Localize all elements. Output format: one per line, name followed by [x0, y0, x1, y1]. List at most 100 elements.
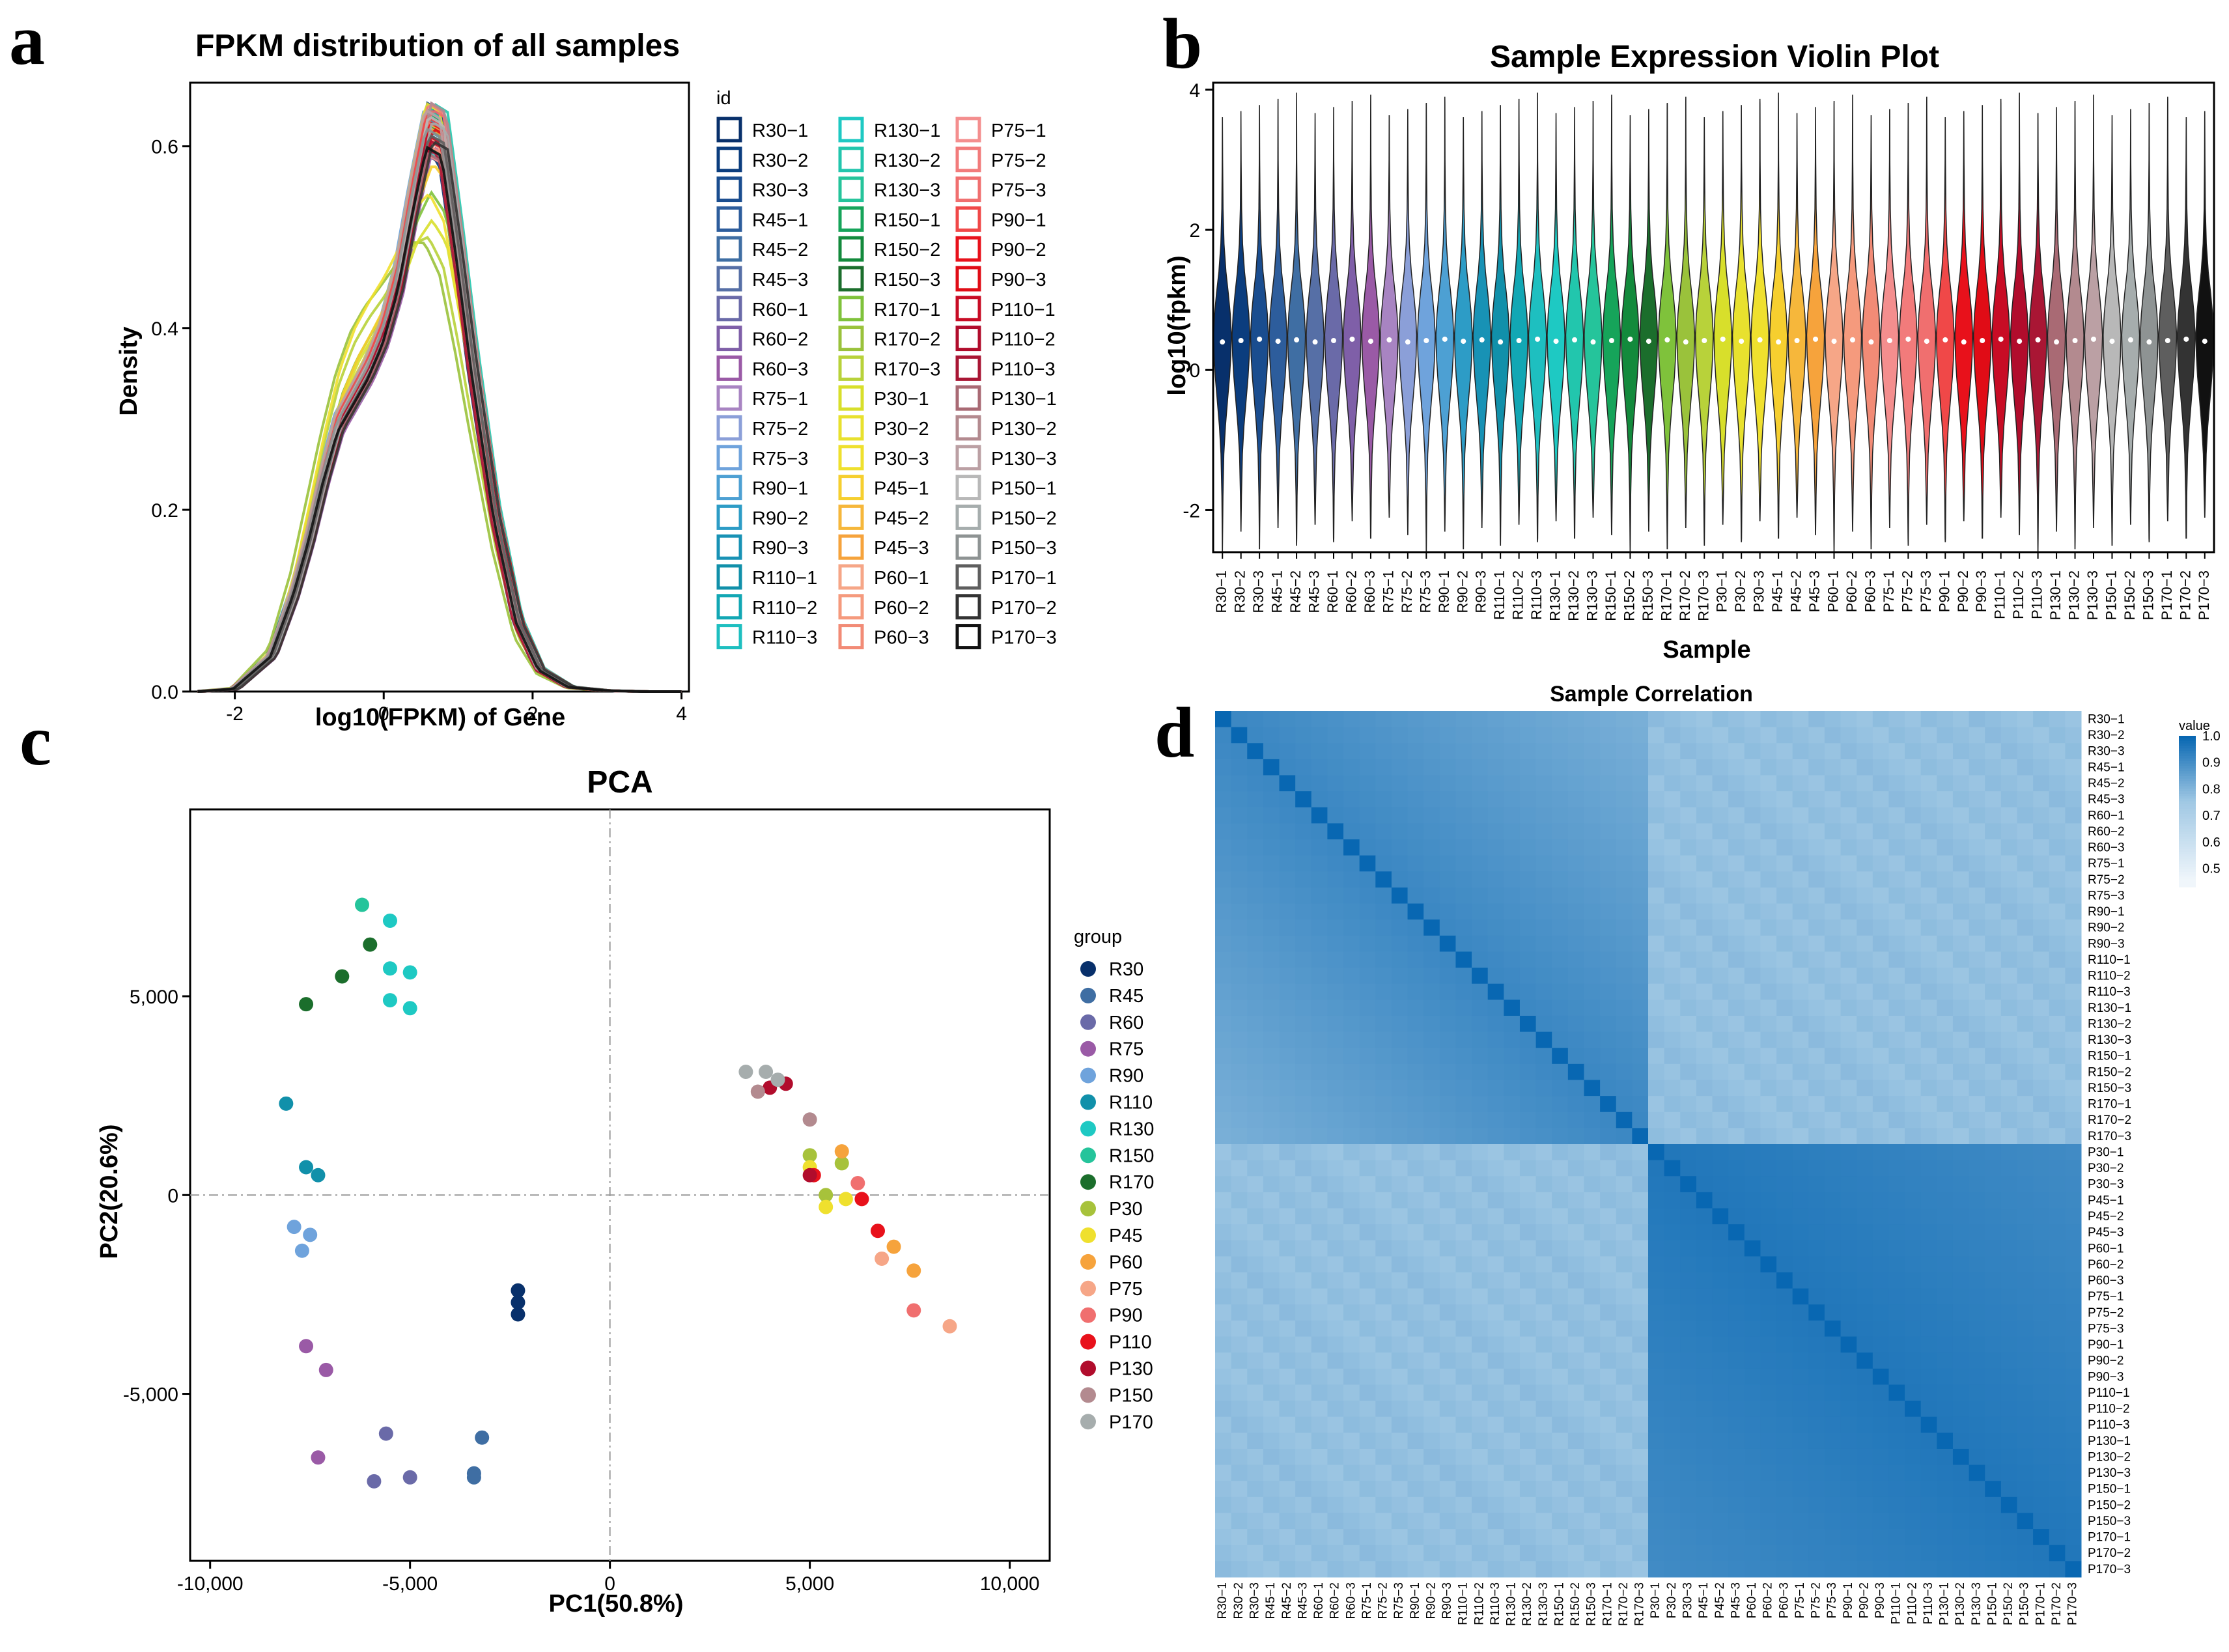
heatmap-cell	[1632, 855, 1649, 872]
violin-xtick-label: P30−1	[1714, 570, 1730, 612]
heatmap-cell	[1407, 1561, 1424, 1578]
heatmap-cell	[1519, 759, 1537, 776]
heatmap-cell	[1744, 871, 1761, 888]
heatmap-cell	[1792, 711, 1809, 728]
heatmap-cell	[1279, 759, 1296, 776]
density-legend-label: R30−3	[752, 180, 808, 201]
heatmap-cell	[1808, 983, 1825, 1000]
density-legend-label: R30−2	[752, 150, 808, 171]
violin-median-point	[2127, 337, 2133, 343]
heatmap-cell	[1808, 1015, 1825, 1033]
heatmap-cell	[1632, 1240, 1649, 1257]
heatmap-cell	[1969, 1561, 1985, 1578]
density-curve-41	[197, 121, 682, 693]
pca-legend-key	[1080, 1174, 1096, 1190]
heatmap-cell	[1584, 1336, 1601, 1353]
heatmap-cell	[2033, 727, 2050, 744]
heatmap-cell	[1857, 775, 1873, 792]
pca-legend-label: P90	[1109, 1306, 1143, 1326]
heatmap-cell	[1985, 903, 2002, 920]
violin-8	[1343, 100, 1362, 522]
heatmap-cell	[1472, 1208, 1489, 1225]
heatmap-cell	[2065, 1561, 2082, 1578]
density-legend-label: R130−1	[874, 120, 940, 141]
heatmap-cell	[1552, 1176, 1569, 1193]
heatmap-cell	[1857, 1000, 1873, 1016]
heatmap-cell	[1776, 1000, 1793, 1016]
heatmap-cell	[1616, 1048, 1633, 1065]
heatmap-cell	[1952, 1304, 1970, 1321]
heatmap-cell	[1567, 775, 1584, 792]
heatmap-cell	[1744, 1272, 1761, 1289]
heatmap-cell	[1407, 1513, 1424, 1530]
heatmap-cell	[1808, 1160, 1825, 1177]
heatmap-cell	[1985, 1481, 2002, 1498]
heatmap-cell	[1263, 983, 1280, 1000]
heatmap-cell	[1215, 1096, 1232, 1113]
heatmap-cell	[1808, 1176, 1825, 1193]
violin-28	[1713, 111, 1733, 525]
heatmap-cell	[1552, 1160, 1569, 1177]
heatmap-cell	[1263, 823, 1280, 840]
heatmap-cell	[1519, 823, 1537, 840]
heatmap-cell	[1952, 1031, 1970, 1048]
heatmap-cell	[1648, 1272, 1665, 1289]
heatmap-cell	[1327, 1416, 1344, 1433]
heatmap-cell	[1215, 951, 1232, 968]
heatmap-cell	[1231, 935, 1248, 952]
heatmap-cell	[1696, 839, 1713, 856]
heatmap-cell	[1744, 951, 1761, 968]
heatmap-colorbar-segment	[2179, 839, 2196, 842]
heatmap-cell	[1616, 1513, 1633, 1530]
heatmap-title: Sample Correlation	[1550, 682, 1753, 707]
heatmap-colorbar-segment	[2179, 869, 2196, 873]
heatmap-cell	[1375, 1368, 1392, 1385]
heatmap-cell	[1279, 1272, 1296, 1289]
heatmap-cell	[1327, 791, 1344, 808]
heatmap-colorbar-segment	[2179, 876, 2196, 880]
heatmap-cell	[1888, 1000, 1905, 1016]
heatmap-cell	[2065, 823, 2082, 840]
heatmap-cell	[2017, 1529, 2034, 1546]
heatmap-cell	[1295, 1240, 1312, 1257]
density-legend-label: R110−2	[752, 598, 817, 619]
heatmap-cell	[1247, 1144, 1264, 1161]
heatmap-cell	[1872, 1481, 1889, 1498]
heatmap-cell	[1327, 1481, 1344, 1498]
heatmap-cell	[1552, 1063, 1569, 1080]
heatmap-cell	[1872, 903, 1889, 920]
heatmap-cell	[1247, 1416, 1264, 1433]
heatmap-cell	[1937, 1416, 1954, 1433]
heatmap-cell	[1407, 1352, 1424, 1369]
heatmap-row-label: R75−2	[2088, 873, 2125, 887]
heatmap-cell	[2000, 855, 2017, 872]
heatmap-cell	[1279, 1256, 1296, 1273]
heatmap-cell	[2065, 1464, 2082, 1481]
heatmap-cell	[1472, 1256, 1489, 1273]
heatmap-cell	[1632, 1128, 1649, 1145]
heatmap-cell	[2049, 983, 2066, 1000]
heatmap-cell	[1375, 1160, 1392, 1177]
heatmap-cell	[1985, 1240, 2002, 1257]
heatmap-cell	[1937, 727, 1954, 744]
heatmap-cell	[2033, 887, 2050, 904]
heatmap-cell	[1696, 1272, 1713, 1289]
heatmap-cell	[1760, 919, 1777, 936]
heatmap-cell	[1952, 1224, 1970, 1241]
heatmap-cell	[1632, 1144, 1649, 1161]
heatmap-colorbar-segment	[2179, 821, 2196, 824]
heatmap-cell	[2065, 1224, 2082, 1241]
heatmap-cell	[1584, 887, 1601, 904]
heatmap-cell	[1535, 855, 1552, 872]
heatmap-cell	[1920, 1160, 1937, 1177]
heatmap-cell	[1888, 1031, 1905, 1048]
heatmap-cell	[1472, 1224, 1489, 1241]
heatmap-cell	[1760, 1096, 1777, 1113]
heatmap-cell	[1247, 791, 1264, 808]
heatmap-cell	[1247, 1320, 1264, 1337]
heatmap-cell	[1760, 968, 1777, 985]
heatmap-cell	[1696, 1352, 1713, 1369]
pca-legend-key	[1080, 1280, 1096, 1296]
heatmap-cell	[2065, 1112, 2082, 1128]
violin-51	[2139, 103, 2159, 542]
